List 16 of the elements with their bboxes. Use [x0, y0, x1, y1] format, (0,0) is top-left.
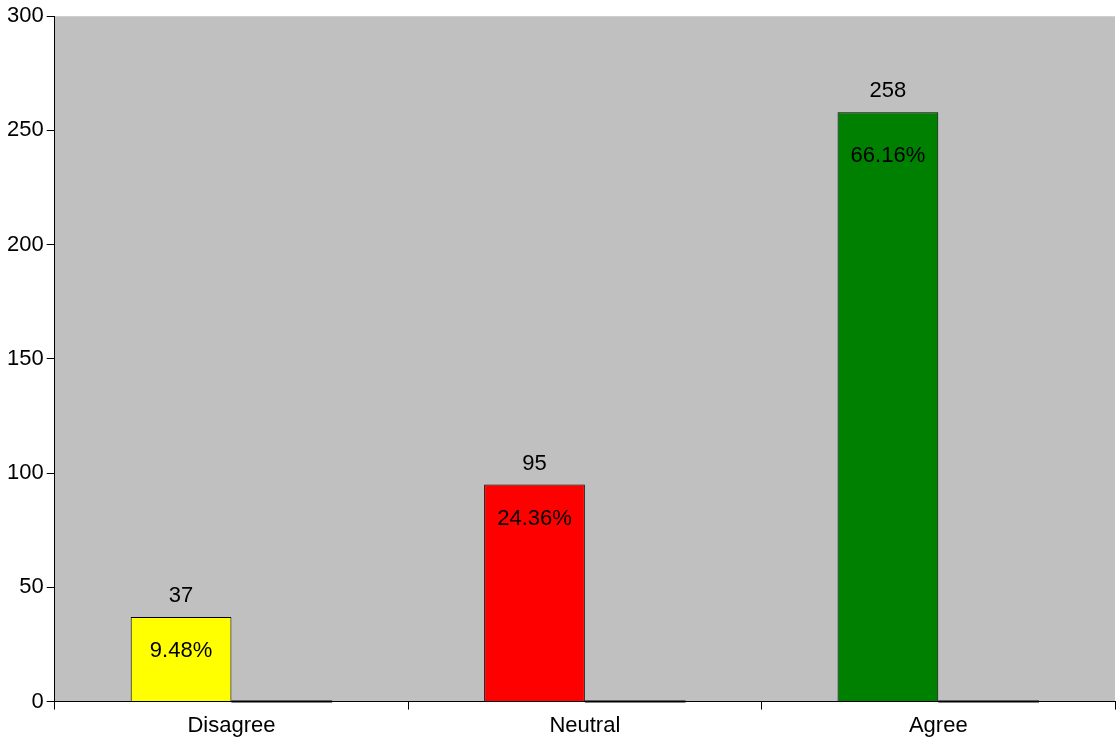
y-tick-label: 100: [6, 459, 44, 485]
annotation: 9.48%: [149, 637, 213, 663]
data-label: 258: [869, 77, 907, 103]
x-tick-label: Agree: [908, 711, 968, 737]
annotation: 24.36%: [497, 504, 572, 530]
y-tick-label: 50: [19, 573, 44, 599]
x-tick-label: Neutral: [549, 711, 621, 737]
annotation: 66.16%: [850, 141, 926, 167]
data-label: 37: [168, 582, 194, 608]
y-tick-label: 200: [6, 230, 44, 256]
x-tick-label: Disagree: [187, 711, 276, 737]
y-tick-label: 0: [31, 687, 44, 713]
y-tick-label: 250: [6, 116, 44, 142]
data-label: 95: [522, 449, 547, 475]
y-tick-label: 300: [6, 2, 44, 28]
y-tick-label: 150: [6, 344, 44, 370]
